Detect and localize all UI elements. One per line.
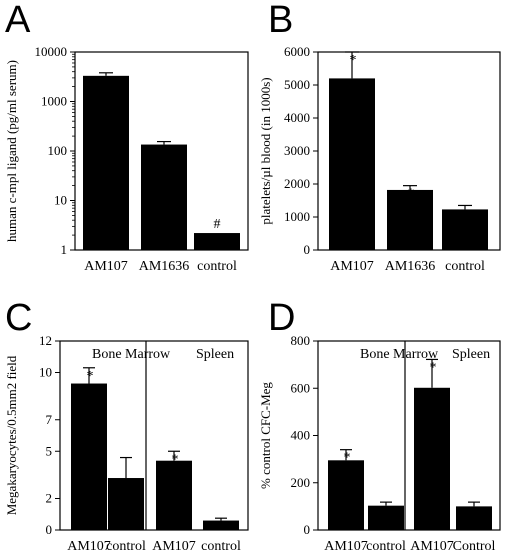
significance-marker-c: * bbox=[172, 452, 179, 467]
significance-marker-a: # bbox=[214, 217, 221, 232]
y-axis-label-b: platelets/µl blood (in 1000s) bbox=[258, 77, 273, 224]
y-axis-label-c: Megakaryocytes/0.5mm2 field bbox=[4, 355, 19, 515]
y-tick-label-a: 100 bbox=[48, 143, 68, 158]
y-tick-label-a: 10000 bbox=[35, 44, 68, 59]
plot-frame-c bbox=[59, 340, 249, 531]
y-axis-label-d: % control CFC-Meg bbox=[258, 382, 273, 489]
y-tick-label-c: 2 bbox=[46, 491, 53, 506]
category-label-c: AM107 bbox=[67, 539, 111, 554]
bar-c bbox=[156, 460, 192, 530]
bar-b bbox=[329, 78, 375, 251]
bar-a bbox=[194, 233, 240, 250]
panel-c: C 0 2 5 7 10 12 Megakaryocytes/0.5mm2 field * AM… bbox=[4, 297, 249, 554]
bar-c bbox=[108, 478, 144, 530]
category-label-d: control bbox=[366, 539, 406, 554]
y-tick-label-d: 600 bbox=[291, 380, 311, 395]
y-tick-label-b: 1000 bbox=[284, 209, 310, 224]
category-label-a: control bbox=[197, 259, 237, 274]
bar-c bbox=[71, 383, 107, 530]
category-label-d: AM107 bbox=[410, 539, 454, 554]
y-tick-label-a: 1000 bbox=[41, 94, 67, 109]
y-tick-label-d: 400 bbox=[291, 428, 311, 443]
y-tick-label-c: 7 bbox=[46, 412, 53, 427]
significance-marker-d: * bbox=[430, 360, 437, 375]
y-tick-label-c: 12 bbox=[39, 333, 52, 348]
significance-marker-d: * bbox=[344, 451, 351, 466]
bar-d bbox=[456, 506, 492, 530]
significance-marker-b: * bbox=[350, 53, 357, 68]
significance-marker-c: * bbox=[87, 369, 94, 384]
significance-marker-b: * bbox=[408, 187, 415, 202]
category-label-c: control bbox=[201, 539, 241, 554]
bar-d bbox=[368, 505, 404, 530]
bar-d bbox=[414, 387, 450, 530]
y-tick-label-b: 3000 bbox=[284, 143, 310, 158]
category-label-b: control bbox=[445, 259, 485, 274]
panel-letter-b: B bbox=[268, 0, 293, 41]
panel-a: A 1 10 100 1000 10000 human c-mpl ligand (pg/… bbox=[4, 0, 249, 274]
bar-a bbox=[83, 75, 129, 250]
y-tick-label-a: 1 bbox=[61, 242, 68, 257]
bar-b bbox=[442, 209, 488, 250]
category-label-d: AM107 bbox=[324, 539, 368, 554]
region-label-c: Bone Marrow bbox=[92, 347, 171, 362]
y-tick-label-c: 0 bbox=[46, 522, 53, 537]
y-tick-label-a: 10 bbox=[54, 193, 67, 208]
y-tick-label-b: 4000 bbox=[284, 110, 310, 125]
region-label-c: Spleen bbox=[196, 347, 234, 362]
panel-b: B 0 1000 2000 3000 4000 5000 6000 platelets/µl … bbox=[258, 0, 501, 274]
y-tick-label-b: 6000 bbox=[284, 44, 310, 59]
panel-letter-d: D bbox=[268, 297, 295, 339]
category-label-b: AM107 bbox=[330, 259, 374, 274]
y-tick-label-b: 0 bbox=[304, 242, 311, 257]
bar-b bbox=[387, 189, 433, 250]
y-tick-label-b: 2000 bbox=[284, 176, 310, 191]
category-label-a: AM107 bbox=[84, 259, 128, 274]
y-tick-label-c: 10 bbox=[39, 365, 52, 380]
region-label-d: Spleen bbox=[452, 347, 490, 362]
panel-letter-c: C bbox=[5, 297, 32, 339]
y-tick-label-b: 5000 bbox=[284, 77, 310, 92]
y-tick-label-d: 200 bbox=[291, 475, 311, 490]
category-label-c: control bbox=[106, 539, 146, 554]
category-label-c: AM107 bbox=[152, 539, 196, 554]
category-label-b: AM1636 bbox=[385, 259, 436, 274]
category-label-d: Control bbox=[453, 539, 496, 554]
region-label-d: Bone Marrow bbox=[360, 347, 439, 362]
panel-letter-a: A bbox=[5, 0, 31, 41]
bar-d bbox=[328, 460, 364, 530]
bar-a bbox=[141, 144, 187, 250]
y-tick-label-d: 0 bbox=[304, 522, 311, 537]
y-tick-label-d: 800 bbox=[291, 333, 311, 348]
y-tick-label-c: 5 bbox=[46, 443, 53, 458]
bar-c bbox=[203, 520, 239, 530]
category-label-a: AM1636 bbox=[139, 259, 190, 274]
y-axis-label-a: human c-mpl ligand (pg/ml serum) bbox=[4, 60, 19, 242]
